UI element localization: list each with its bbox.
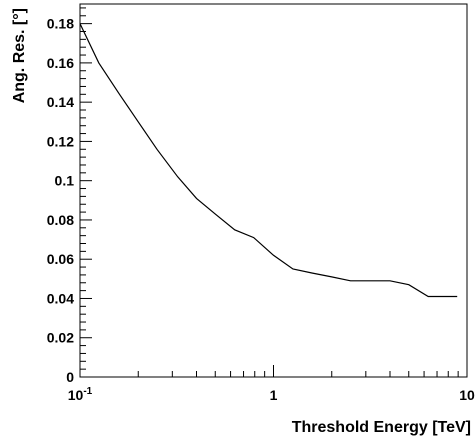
- y-tick-label: 0.18: [47, 16, 74, 32]
- y-tick-label: 0.04: [47, 290, 74, 306]
- y-tick-label: 0.06: [47, 251, 74, 267]
- x-axis-title: Threshold Energy [TeV]: [292, 419, 471, 436]
- x-axis: 10-1 1 10: [68, 365, 475, 403]
- y-tick-label: 0.14: [47, 94, 74, 110]
- x-tick-label-exponent: -1: [83, 386, 92, 397]
- plot-border: [79, 3, 468, 378]
- y-axis-title: Ang. Res. [°]: [11, 8, 28, 103]
- plot-frame: [79, 3, 468, 378]
- y-tick-label: 0.1: [55, 173, 75, 189]
- y-tick-label: 0.12: [47, 133, 74, 149]
- x-tick-label-base: 10: [459, 387, 475, 403]
- y-tick-label: 0: [66, 369, 74, 385]
- x-tick-label: 1: [270, 387, 278, 403]
- y-tick-label: 0.02: [47, 330, 74, 346]
- series-line: [79, 23, 458, 298]
- x-tick-label-base: 1: [270, 387, 278, 403]
- x-tick-label: 10: [459, 387, 475, 403]
- y-tick-label: 0.16: [47, 55, 74, 71]
- x-tick-label-base: 10: [68, 387, 84, 403]
- x-tick-label: 10-1: [68, 386, 93, 403]
- y-tick-label: 0.08: [47, 212, 74, 228]
- series-layer: [79, 23, 458, 298]
- y-axis: 0 0.02 0.04 0.06 0.08 0.1 0.12 0.14 0.16 0.18: [47, 7, 92, 385]
